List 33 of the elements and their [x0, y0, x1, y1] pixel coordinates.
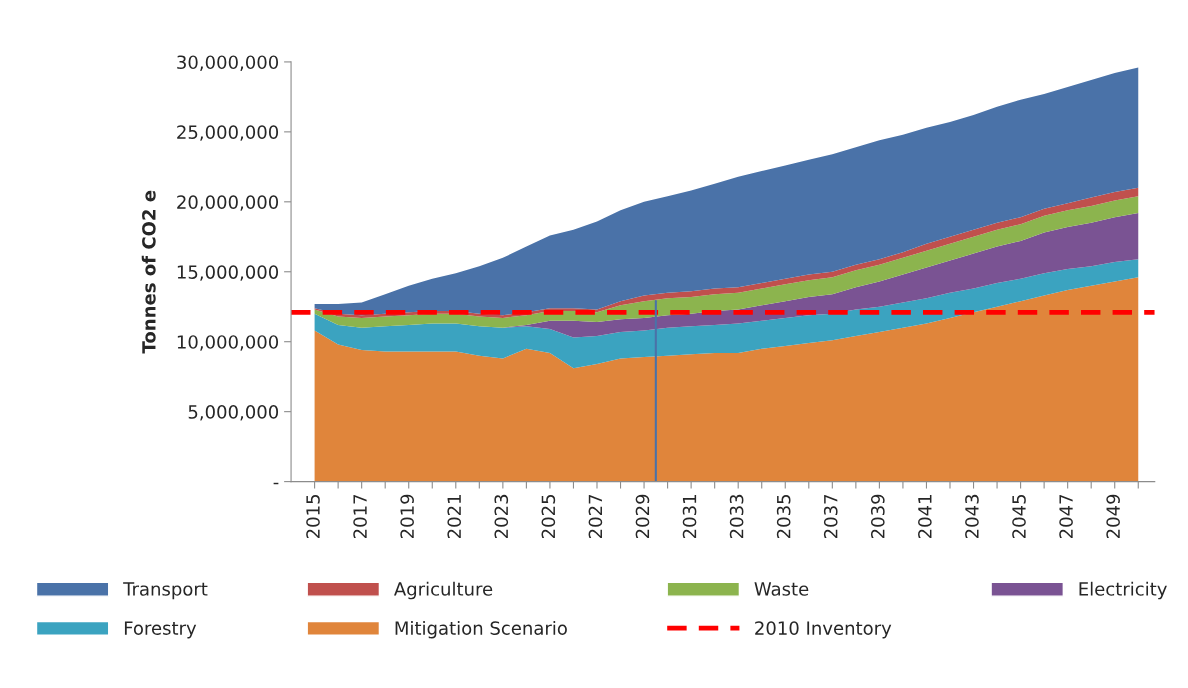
- x-tick-label: 2027: [588, 494, 603, 539]
- y-tick-label: 30,000,000: [177, 55, 279, 71]
- x-tick-label: 2043: [965, 494, 979, 539]
- legend-label: Electricity: [1079, 581, 1167, 600]
- x-tick-label: 2023: [494, 494, 509, 539]
- x-tick-label: 2029: [635, 494, 650, 539]
- y-tick-label: 20,000,000: [177, 195, 279, 211]
- x-tick-label: 2037: [823, 494, 838, 539]
- y-tick-label: 10,000,000: [177, 335, 279, 351]
- y-axis-title: Tonnes of CO2 e: [141, 190, 156, 354]
- legend-label: Forestry: [124, 621, 197, 639]
- x-tick-label: 2021: [447, 495, 462, 539]
- legend-label: Waste: [754, 582, 809, 596]
- y-tick-label: 25,000,000: [177, 125, 279, 141]
- legend-label: Mitigation Scenario: [395, 620, 567, 639]
- x-tick-label: 2017: [353, 494, 367, 539]
- y-tick-label: -: [273, 482, 279, 485]
- y-tick-label: 15,000,000: [177, 265, 279, 281]
- x-tick-label: 2047: [1059, 494, 1073, 539]
- x-tick-label: 2039: [870, 494, 885, 539]
- y-tick-label: 5,000,000: [188, 405, 279, 421]
- legend-label: Agriculture: [394, 581, 493, 600]
- x-tick-label: 2045: [1012, 494, 1026, 539]
- legend-label: Transport: [123, 582, 208, 600]
- x-tick-label: 2015: [306, 494, 320, 539]
- x-tick-label: 2031: [682, 495, 697, 539]
- x-tick-label: 2041: [918, 495, 932, 539]
- x-tick-label: 2019: [400, 494, 414, 539]
- x-tick-label: 2035: [776, 494, 791, 539]
- x-tick-label: 2049: [1106, 494, 1120, 539]
- legend-label: 2010 Inventory: [755, 621, 892, 639]
- x-tick-label: 2033: [729, 494, 744, 539]
- x-tick-label: 2025: [541, 494, 556, 539]
